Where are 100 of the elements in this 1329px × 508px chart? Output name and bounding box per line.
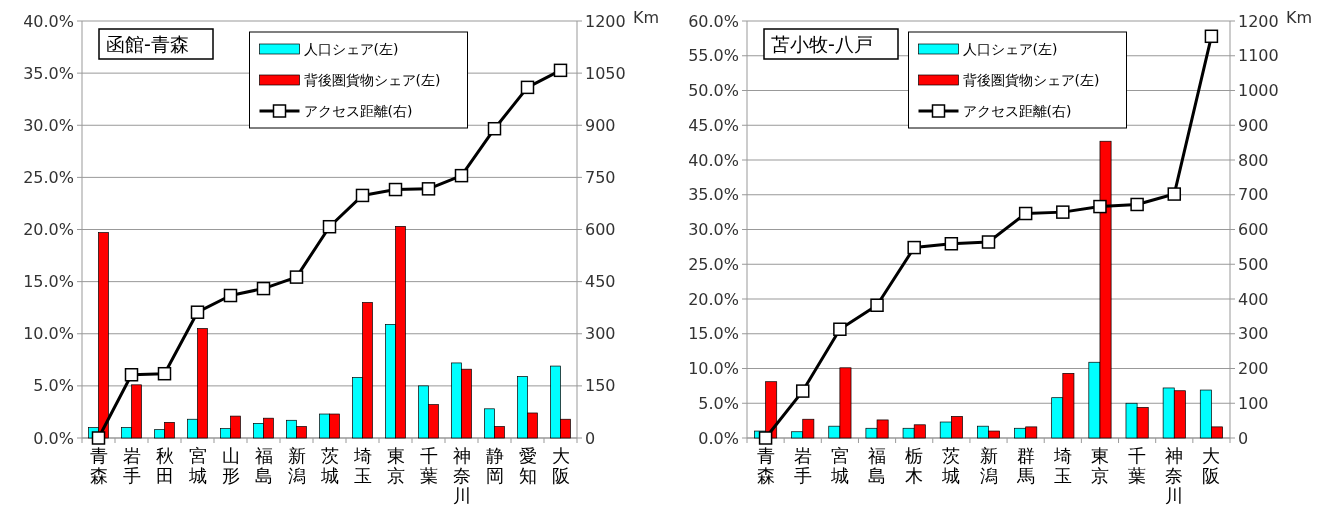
point: [553, 63, 568, 78]
y-tick-label: 15.0%: [688, 324, 739, 344]
y-tick-label: 35.0%: [23, 63, 74, 83]
point: [1204, 29, 1219, 44]
y2-tick-label: 200: [1238, 359, 1269, 379]
y-tick-label: 5.0%: [698, 393, 739, 413]
x-tick-label: 岩手: [122, 445, 141, 486]
legend-label: 人口シェア(左): [962, 40, 1058, 57]
point: [223, 288, 238, 303]
x-tick-label: 東京: [386, 445, 405, 486]
y2-tick-label: 1100: [1238, 46, 1279, 66]
y-tick-label: 40.0%: [688, 150, 739, 170]
legend-label: アクセス距離(右): [303, 102, 413, 119]
y2-tick-label: 100: [1238, 393, 1269, 413]
y2-tick-label: 750: [585, 167, 616, 187]
x-tick-label: 新潟: [287, 445, 306, 486]
y2-axis-title: Km: [633, 7, 660, 27]
x-tick-label: 栃木: [905, 445, 924, 486]
y-tick-label: 25.0%: [23, 167, 74, 187]
legend-label: アクセス距離(右): [962, 102, 1072, 119]
x-tick-label: 青森: [756, 445, 775, 486]
point: [1018, 206, 1033, 221]
y-tick-label: 25.0%: [688, 254, 739, 274]
point: [870, 298, 884, 313]
point: [421, 182, 436, 196]
x-tick-label: 福島: [254, 445, 273, 486]
y-tick-label: 40.0%: [23, 11, 74, 31]
x-tick-label: 大阪: [551, 445, 570, 486]
y2-tick-label: 300: [585, 324, 616, 344]
point: [833, 322, 847, 336]
text: 苫小牧-八戸: [771, 32, 873, 55]
y2-tick-label: 150: [585, 376, 616, 396]
y-tick-label: 20.0%: [23, 220, 74, 240]
point: [124, 368, 139, 382]
point: [190, 305, 205, 319]
point: [256, 281, 271, 296]
y-tick-label: 10.0%: [688, 359, 739, 379]
x-tick-label: 岩手: [793, 445, 812, 486]
point: [981, 235, 996, 249]
y-tick-label: 10.0%: [23, 324, 74, 344]
y-tick-label: 30.0%: [688, 220, 739, 240]
x-tick-label: 茨城: [941, 445, 961, 486]
y2-tick-label: 300: [1238, 324, 1269, 344]
point: [758, 431, 773, 445]
y-tick-label: 35.0%: [688, 185, 739, 205]
point: [1130, 197, 1144, 212]
y2-tick-label: 450: [585, 272, 616, 292]
x-tick-label: 千葉: [1128, 445, 1147, 486]
point: [487, 121, 502, 136]
y2-tick-label: 1050: [585, 63, 626, 83]
x-tick-label: 青森: [89, 445, 108, 486]
y2-tick-label: 800: [1238, 150, 1269, 170]
x-tick-label: 秋田: [155, 445, 174, 486]
y2-tick-label: 500: [1238, 254, 1269, 274]
y2-tick-label: 600: [585, 220, 616, 240]
point: [944, 237, 959, 251]
x-tick-label: 愛知: [518, 445, 537, 486]
point: [91, 431, 106, 445]
point: [289, 270, 304, 284]
y2-tick-label: 0: [585, 428, 596, 448]
x-tick-label: 茨城: [319, 445, 339, 486]
y-tick-label: 0.0%: [698, 428, 739, 448]
x-tick-label: 神奈川: [1165, 445, 1184, 506]
y-tick-label: 30.0%: [23, 115, 74, 135]
x-tick-label: 神奈川: [452, 445, 471, 506]
x-tick-label: 大阪: [1202, 445, 1221, 486]
y-tick-label: 55.0%: [688, 46, 739, 66]
y-tick-label: 50.0%: [688, 81, 739, 101]
point: [795, 384, 810, 398]
x-tick-label: 福島: [868, 445, 887, 486]
point: [454, 168, 469, 183]
legend-label: 人口シェア(左): [303, 40, 399, 57]
point: [907, 240, 921, 255]
point: [322, 219, 337, 234]
x-tick-label: 宮城: [187, 445, 207, 486]
legend-label: 背後圏貨物シェア(左): [303, 71, 441, 88]
x-tick-label: 埼玉: [352, 445, 372, 486]
y2-tick-label: 0: [1238, 428, 1249, 448]
y-tick-label: 5.0%: [33, 376, 74, 396]
y2-tick-label: 900: [585, 115, 616, 135]
y2-tick-label: 1200: [1238, 11, 1279, 31]
x-tick-label: 静岡: [485, 445, 504, 486]
y-tick-label: 45.0%: [688, 115, 739, 135]
x-tick-label: 東京: [1090, 445, 1109, 486]
x-tick-label: 新潟: [979, 445, 998, 486]
y-tick-label: 60.0%: [688, 11, 739, 31]
legend-label: 背後圏貨物シェア(左): [962, 71, 1100, 88]
point: [355, 188, 370, 203]
y2-tick-label: 1000: [1238, 81, 1279, 101]
y-tick-label: 20.0%: [688, 289, 739, 309]
x-tick-label: 山形: [221, 445, 240, 486]
x-tick-label: 埼玉: [1052, 445, 1072, 486]
point: [1056, 205, 1070, 219]
point: [157, 366, 172, 381]
y-tick-label: 15.0%: [23, 272, 74, 292]
point: [520, 80, 535, 95]
y2-axis-title: Km: [1286, 7, 1313, 27]
x-tick-label: 宮城: [829, 445, 849, 486]
y-tick-label: 0.0%: [33, 428, 74, 448]
point: [388, 182, 403, 197]
